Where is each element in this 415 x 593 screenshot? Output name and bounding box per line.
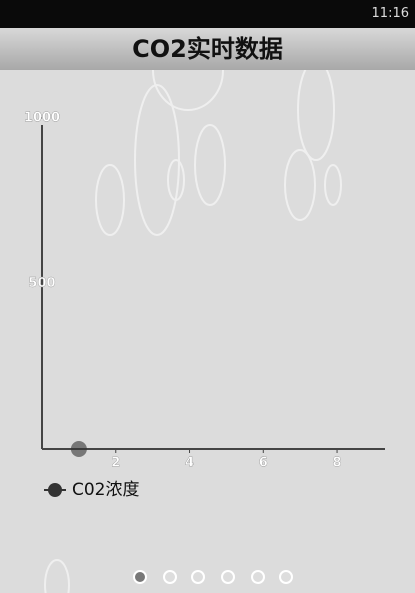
page-dot-active[interactable] xyxy=(134,571,146,583)
x-tick-label: 2 xyxy=(111,456,120,471)
x-tick-label: 4 xyxy=(185,456,194,471)
page-indicator xyxy=(134,571,292,583)
page-dot[interactable] xyxy=(192,571,204,583)
chart: 500 1000 2 4 6 8 C02浓度 xyxy=(0,0,415,593)
page-dot[interactable] xyxy=(252,571,264,583)
app-screen: 11:16 CO2实时数据 50010002468C02浓度 xyxy=(0,0,415,593)
page-dot[interactable] xyxy=(280,571,292,583)
y-tick-label: 500 xyxy=(28,276,55,291)
y-tick-label: 1000 xyxy=(24,111,60,126)
page-dot[interactable] xyxy=(222,571,234,583)
page-dot[interactable] xyxy=(164,571,176,583)
legend-marker xyxy=(48,483,62,497)
x-tick-label: 8 xyxy=(333,456,342,471)
data-point xyxy=(71,441,87,457)
legend-label: C02浓度 xyxy=(72,480,140,500)
x-tick-label: 6 xyxy=(259,456,268,471)
